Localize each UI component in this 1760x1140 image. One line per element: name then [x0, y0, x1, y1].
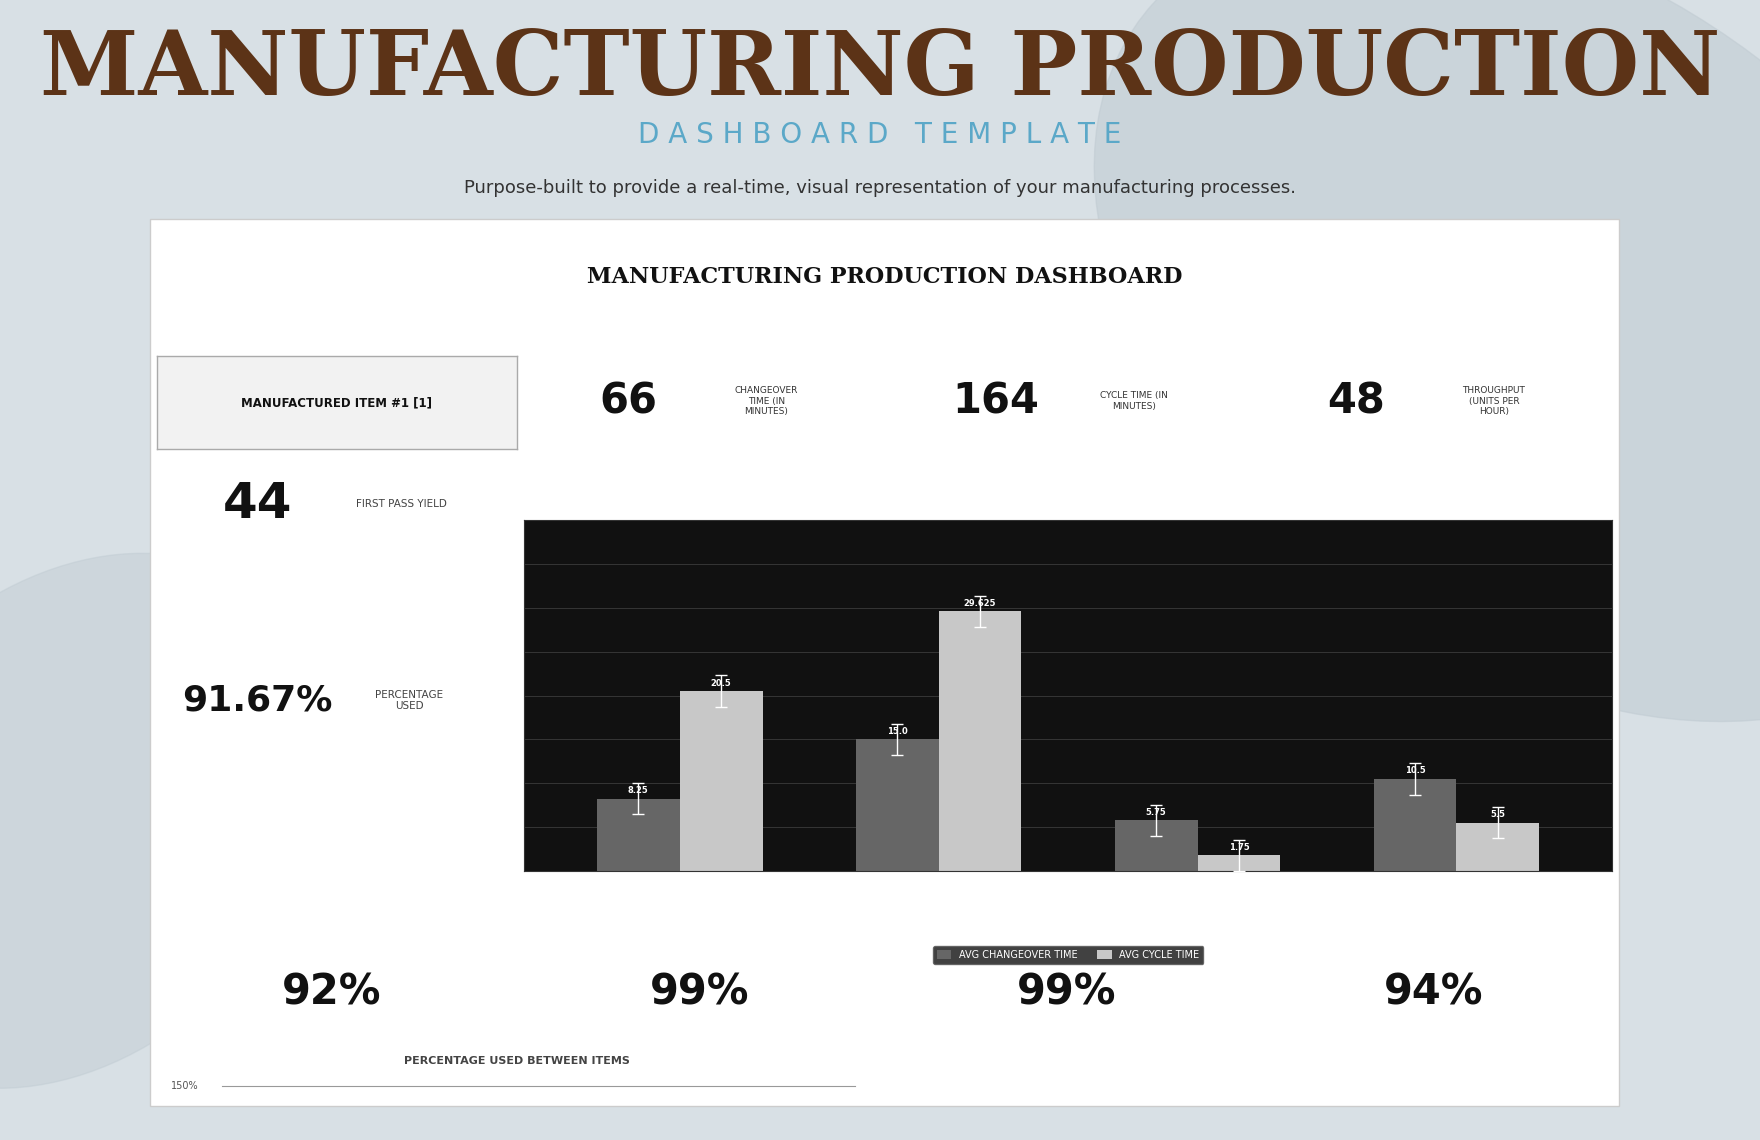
Text: MANUFACTURING PRODUCTION: MANUFACTURING PRODUCTION [40, 27, 1720, 114]
Text: ITEM 4: ITEM 4 [1408, 898, 1461, 912]
Text: 99%: 99% [1017, 971, 1116, 1013]
Text: 44: 44 [224, 480, 292, 528]
Text: 5.5: 5.5 [1491, 811, 1505, 820]
Text: 29.625: 29.625 [964, 598, 996, 608]
Text: Purpose-built to provide a real-time, visual representation of your manufacturin: Purpose-built to provide a real-time, vi… [465, 179, 1295, 197]
Text: ITEM 2: ITEM 2 [672, 898, 725, 912]
Text: PERCENTAGE
USED: PERCENTAGE USED [375, 690, 444, 711]
Text: 10.5: 10.5 [1404, 766, 1426, 775]
Bar [597, 798, 679, 871]
Text: TOTAL FIRST PASS YIELD: TOTAL FIRST PASS YIELD [1174, 1057, 1329, 1066]
Text: 20.5: 20.5 [711, 678, 732, 687]
Text: ITEM 3: ITEM 3 [1040, 898, 1093, 912]
Bar [938, 611, 1021, 871]
Text: CYCLE TIME (IN
MINUTES): CYCLE TIME (IN MINUTES) [1100, 391, 1169, 410]
Text: THROUGHPUT
(UNITS PER
HOUR): THROUGHPUT (UNITS PER HOUR) [1463, 386, 1526, 416]
Text: 94%: 94% [1385, 971, 1484, 1013]
Legend: AVG CHANGEOVER TIME, AVG CYCLE TIME: AVG CHANGEOVER TIME, AVG CYCLE TIME [933, 946, 1204, 964]
Text: 91.67%: 91.67% [183, 684, 333, 717]
Text: ITEM 1: ITEM 1 [306, 898, 357, 912]
Text: FIRST PASS YIELD: FIRST PASS YIELD [356, 498, 447, 508]
Text: 150%: 150% [171, 1081, 199, 1091]
Ellipse shape [1095, 0, 1760, 722]
Bar [855, 740, 938, 871]
Ellipse shape [0, 553, 333, 1089]
Text: 48: 48 [1327, 380, 1385, 422]
Text: PERCENTAGE USED BETWEEN ITEMS: PERCENTAGE USED BETWEEN ITEMS [405, 1057, 630, 1066]
Text: 92%: 92% [282, 971, 382, 1013]
Text: MANUFACTURED ITEM #1 [1]: MANUFACTURED ITEM #1 [1] [241, 397, 433, 409]
Title: AVERAGE CHANGEOVER & CYCLE TIMES (IN MINUTES): AVERAGE CHANGEOVER & CYCLE TIMES (IN MIN… [880, 502, 1255, 515]
Bar [1457, 823, 1540, 871]
Text: 99%: 99% [649, 971, 750, 1013]
Text: 5.75: 5.75 [1146, 808, 1167, 817]
Text: CHANGEOVER
TIME (IN
MINUTES): CHANGEOVER TIME (IN MINUTES) [736, 386, 799, 416]
Text: MANUFACTURING PRODUCTION DASHBOARD: MANUFACTURING PRODUCTION DASHBOARD [586, 266, 1183, 287]
Bar [1197, 855, 1281, 871]
Text: 15.0: 15.0 [887, 727, 908, 736]
Text: D A S H B O A R D   T E M P L A T E: D A S H B O A R D T E M P L A T E [639, 121, 1121, 148]
Text: 8.25: 8.25 [628, 785, 649, 795]
Bar [1114, 821, 1197, 871]
Bar [679, 691, 762, 871]
Text: 164: 164 [952, 380, 1038, 422]
Text: 400: 400 [906, 1081, 924, 1091]
Bar [1373, 779, 1457, 871]
Text: 66: 66 [600, 380, 658, 422]
Text: 1.75: 1.75 [1228, 842, 1250, 852]
